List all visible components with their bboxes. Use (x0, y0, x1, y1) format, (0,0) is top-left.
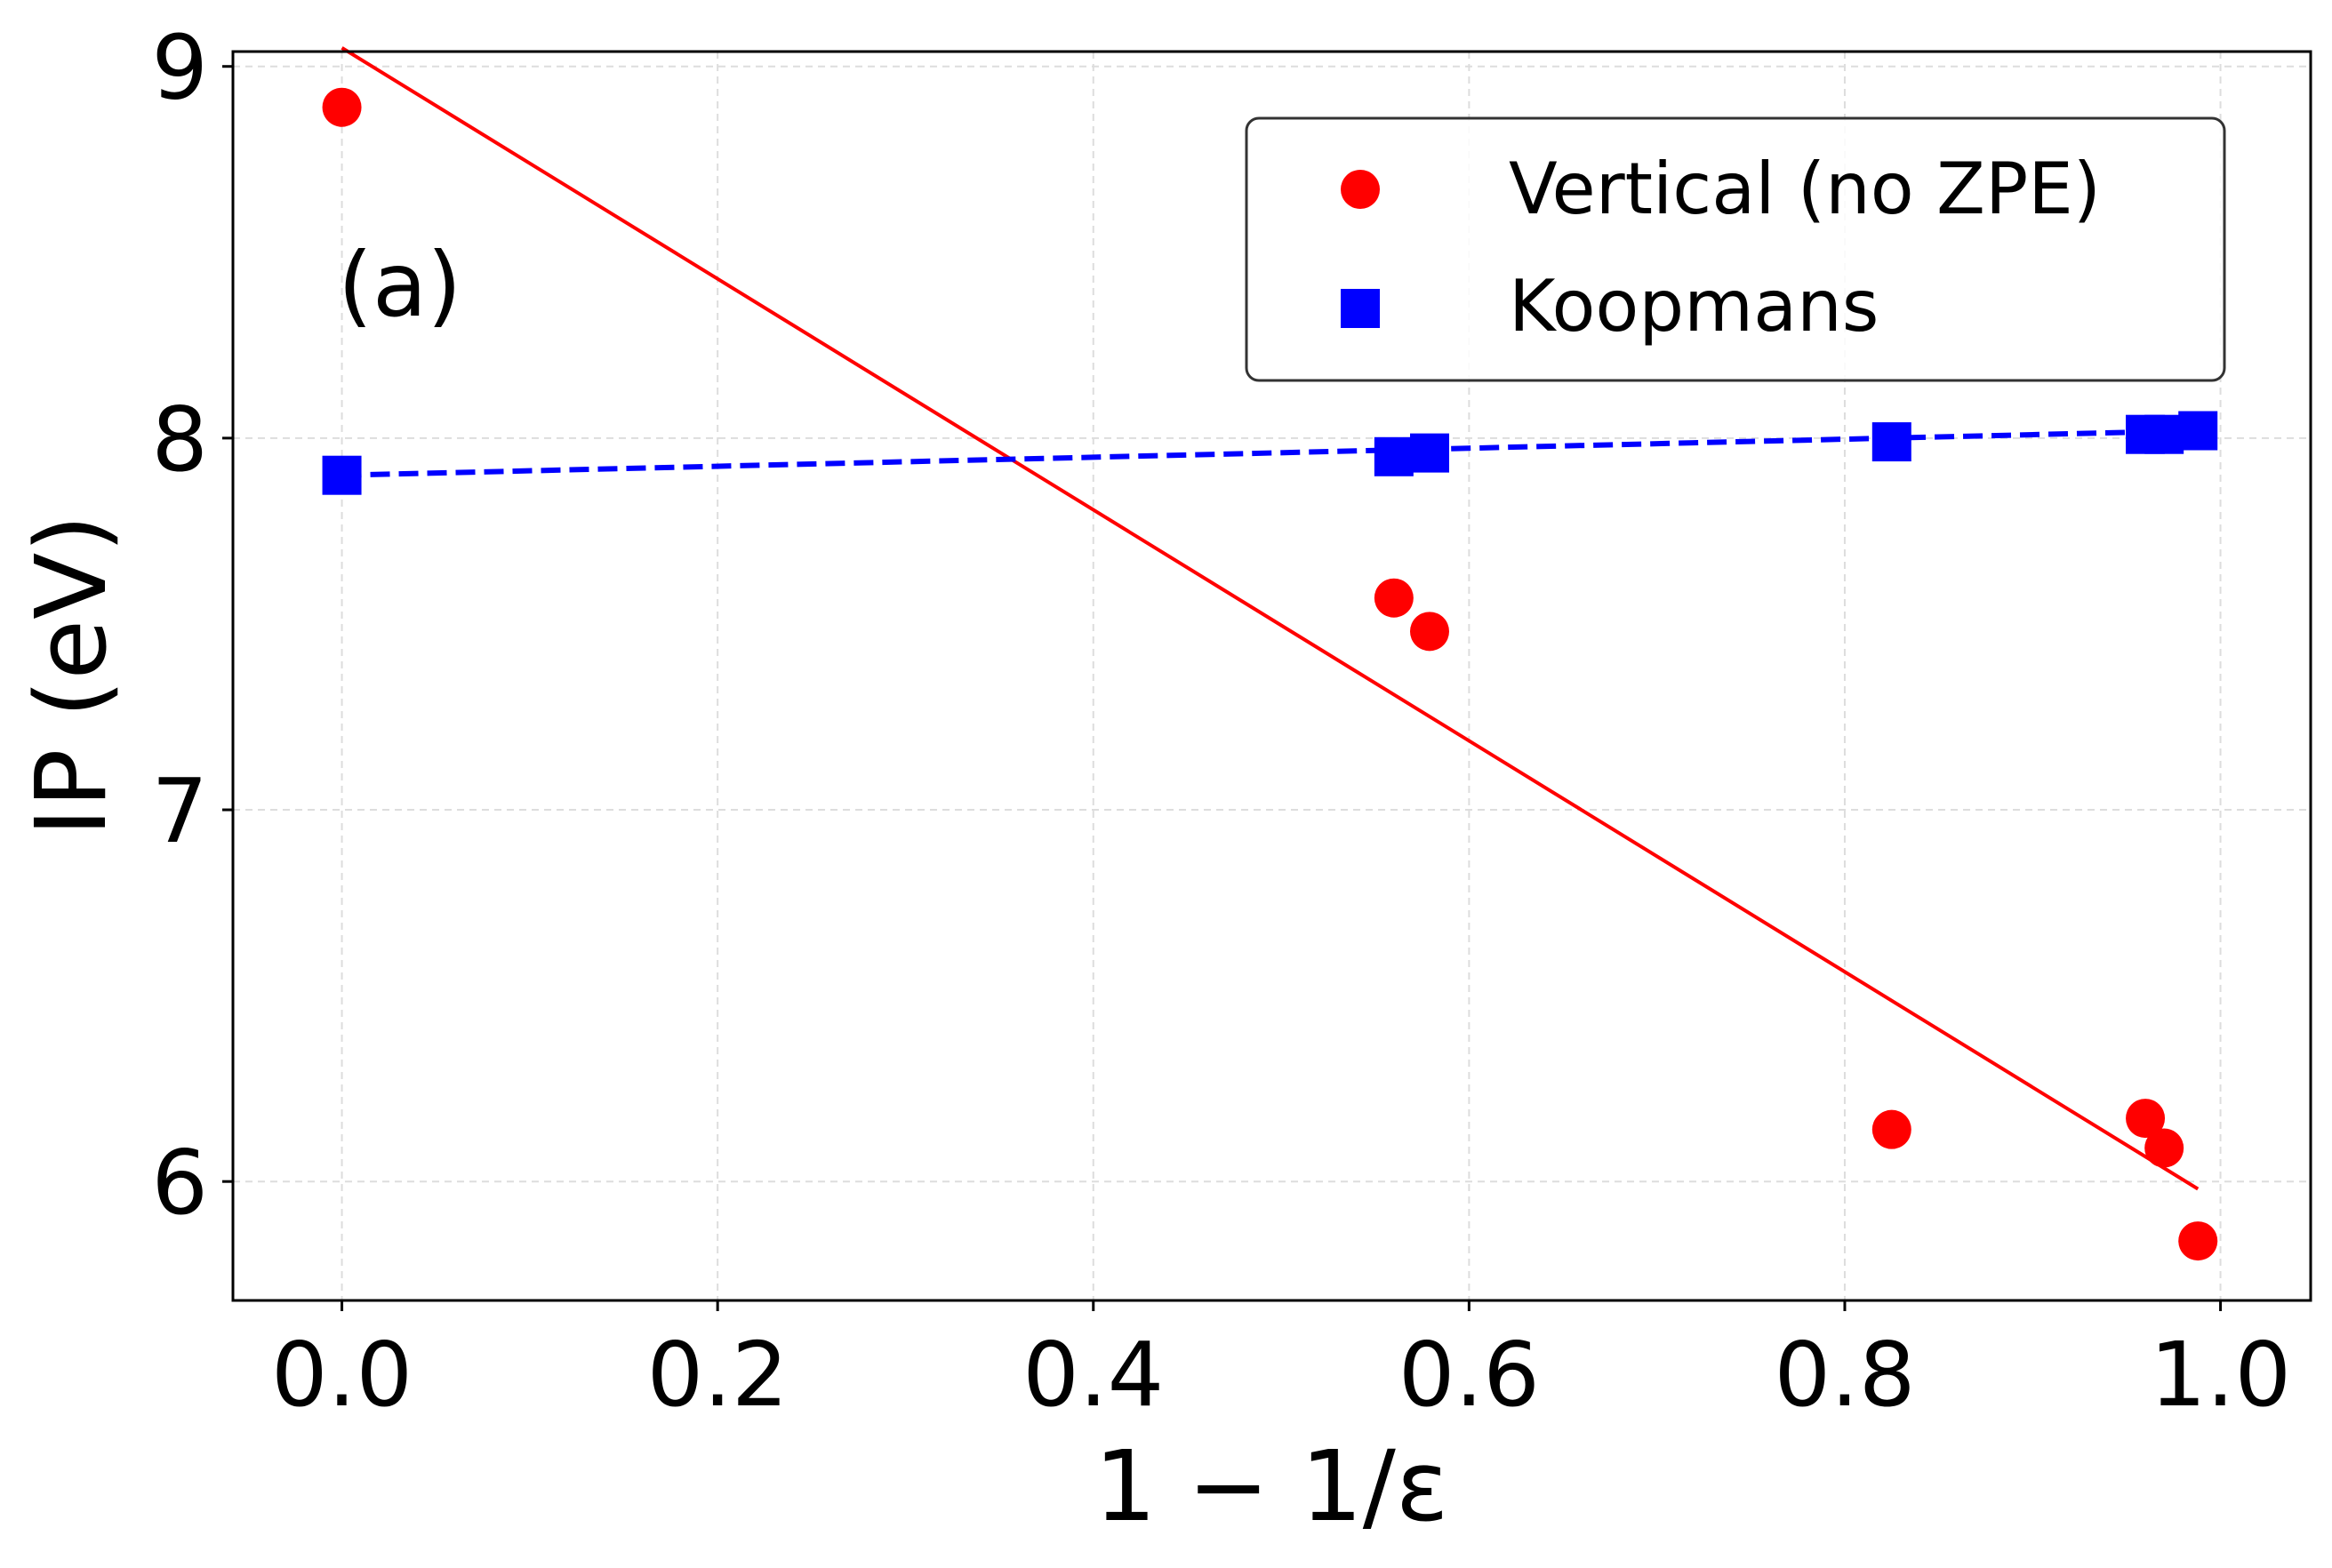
vertical-point (1871, 1109, 1911, 1149)
y-tick-label: 9 (151, 16, 208, 120)
y-axis-ticks: 6 7 8 9 (151, 16, 233, 1235)
y-axis-title: IP (eV) (14, 515, 128, 837)
koopmans-point (1374, 436, 1414, 476)
vertical-point (322, 87, 362, 127)
vertical-point (1409, 612, 1449, 652)
vertical-point (2144, 1128, 2184, 1168)
plot-frame (231, 50, 2312, 1302)
x-tick-label: 0.2 (647, 1323, 789, 1427)
x-tick-label: 0.6 (1398, 1323, 1540, 1427)
y-tick-label: 6 (151, 1131, 208, 1235)
x-tick-label: 0.4 (1022, 1323, 1164, 1427)
legend-box (1245, 116, 2226, 382)
data-points (322, 87, 2218, 1261)
koopmans-point (1871, 422, 1911, 462)
legend: Vertical (no ZPE) Koopmans (1245, 116, 2226, 382)
vertical-point (2178, 1221, 2218, 1261)
legend-label-koopmans: Koopmans (1509, 265, 1879, 348)
legend-marker-koopmans (1341, 289, 1380, 328)
panel-label: (a) (338, 233, 461, 337)
y-tick-label: 7 (151, 759, 208, 863)
koopmans-point (322, 455, 362, 495)
legend-label-vertical: Vertical (no ZPE) (1509, 148, 2101, 230)
x-tick-label: 1.0 (2150, 1323, 2291, 1427)
vertical-point (2126, 1099, 2166, 1139)
vertical-fit-line (341, 46, 2200, 1191)
y-tick-label: 8 (151, 388, 208, 492)
x-axis-title: 1 − 1/ε (1094, 1429, 1449, 1543)
koopmans-point (2144, 414, 2184, 454)
vertical-point (1374, 578, 1414, 618)
x-axis-ticks: 0.0 0.2 0.4 0.6 0.8 1.0 (271, 1300, 2291, 1427)
koopmans-point (1409, 433, 1449, 473)
koopmans-point (2178, 411, 2218, 451)
x-tick-label: 0.0 (271, 1323, 413, 1427)
x-tick-label: 0.8 (1774, 1323, 1915, 1427)
grid (233, 52, 2311, 1300)
legend-marker-vertical (1341, 170, 1380, 209)
